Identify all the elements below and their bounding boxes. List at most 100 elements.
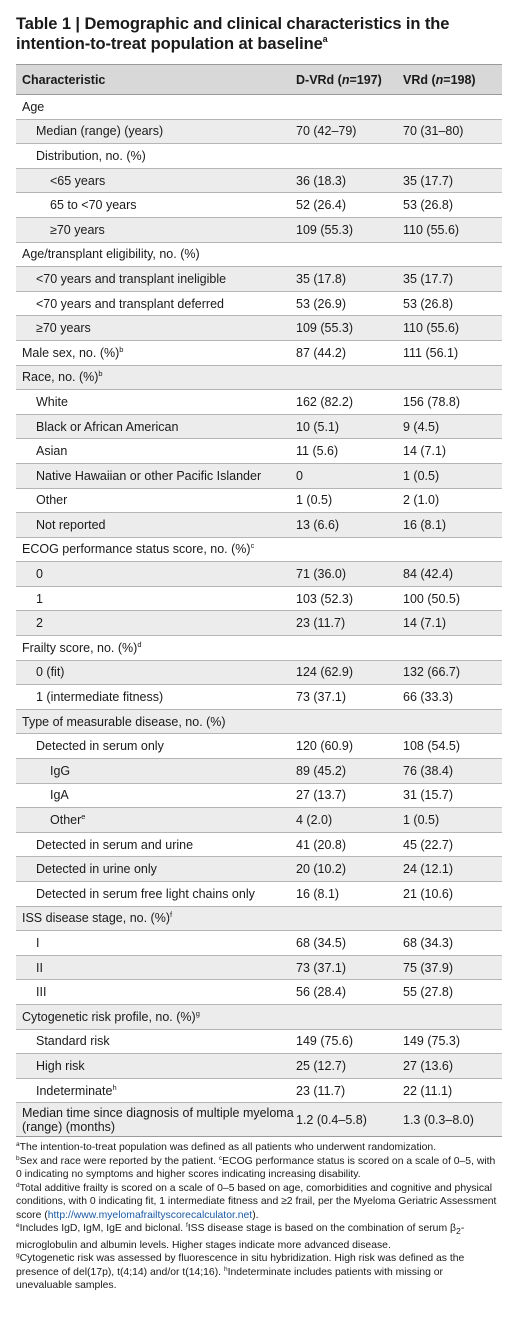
- row-characteristic: Age: [16, 100, 295, 114]
- row-characteristic: Standard risk: [16, 1034, 295, 1048]
- table-row: IgA 27 (13.7) 31 (15.7): [16, 784, 502, 809]
- row-characteristic: Detected in urine only: [16, 862, 295, 876]
- header-vrd: VRd (n=198): [402, 73, 502, 87]
- row-characteristic: Not reported: [16, 518, 295, 532]
- row-dvrd-value: 1.2 (0.4–5.8): [296, 1112, 367, 1127]
- row-vrd-value: 100 (50.5): [403, 591, 460, 606]
- header-dvrd-n: n: [341, 72, 350, 87]
- row-label: Male sex, no. (%): [22, 345, 120, 360]
- row-vrd-value: 110 (55.6): [403, 321, 460, 336]
- row-label: Detected in urine only: [36, 862, 157, 877]
- row-dvrd-value: 10 (5.1): [296, 419, 340, 434]
- row-dvrd-value: 109 (55.3): [296, 321, 353, 336]
- footnote-a: aThe intention-to-treat population was d…: [16, 1141, 500, 1155]
- row-vrd-value: 1.3 (0.3–8.0): [403, 1112, 474, 1127]
- row-characteristic: <65 years: [16, 174, 295, 188]
- row-dvrd-value: 103 (52.3): [296, 591, 353, 606]
- row-footnote-mark: d: [137, 639, 142, 649]
- row-dvrd-value: 87 (44.2): [296, 345, 347, 360]
- header-dvrd-count: =197): [349, 72, 382, 87]
- row-vrd-value: 22 (11.1): [403, 1083, 453, 1098]
- row-dvrd-value: 71 (36.0): [296, 567, 347, 582]
- row-footnote-mark: e: [81, 812, 86, 822]
- row-dvrd-value: 16 (8.1): [296, 886, 340, 901]
- header-vrd-name: VRd (: [403, 72, 436, 87]
- row-label: 1: [36, 591, 43, 606]
- row-characteristic: Male sex, no. (%)b: [16, 345, 295, 360]
- table-row: Black or African American 10 (5.1) 9 (4.5): [16, 414, 502, 440]
- row-characteristic: White: [16, 395, 295, 409]
- header-vrd-n: n: [435, 72, 444, 87]
- row-label: Detected in serum free light chains only: [36, 886, 255, 901]
- footnote-mark: e: [16, 1222, 20, 1229]
- row-dvrd-value: 73 (37.1): [296, 690, 347, 705]
- row-label: II: [36, 960, 43, 975]
- row-characteristic: Distribution, no. (%): [16, 149, 295, 163]
- table-row: Race, no. (%)b: [16, 365, 502, 391]
- table-row: <65 years 36 (18.3) 35 (17.7): [16, 168, 502, 194]
- footnote-text: Includes IgD, IgM, IgE and biclonal.: [19, 1223, 186, 1234]
- row-dvrd-value: 149 (75.6): [296, 1034, 353, 1049]
- footnote-mark: d: [16, 1181, 20, 1189]
- row-vrd-value: 31 (15.7): [403, 788, 454, 803]
- row-label: Race, no. (%): [22, 370, 99, 385]
- row-characteristic: Black or African American: [16, 420, 295, 434]
- row-label: Age/transplant eligibility, no. (%): [22, 247, 200, 262]
- row-label: Type of measurable disease, no. (%): [22, 714, 226, 729]
- table-row: Median time since diagnosis of multiple …: [16, 1103, 502, 1138]
- row-dvrd-value: 13 (6.6): [296, 517, 340, 532]
- row-label: Black or African American: [36, 419, 179, 434]
- table-row: Type of measurable disease, no. (%): [16, 709, 502, 735]
- table-row: Standard risk 149 (75.6) 149 (75.3): [16, 1030, 502, 1055]
- row-label: ≥70 years: [50, 222, 105, 237]
- row-label: ≥70 years: [36, 321, 91, 336]
- row-label: Other: [50, 813, 82, 828]
- row-vrd-value: 21 (10.6): [403, 886, 454, 901]
- table-header: Characteristic D-VRd (n=197) VRd (n=198): [16, 64, 502, 95]
- table-row: Detected in urine only 20 (10.2) 24 (12.1): [16, 857, 502, 882]
- row-vrd-value: 68 (34.3): [403, 935, 454, 950]
- row-vrd-value: 1 (0.5): [403, 468, 440, 483]
- row-vrd-value: 16 (8.1): [403, 517, 447, 532]
- table-row: White 162 (82.2) 156 (78.8): [16, 390, 502, 415]
- row-characteristic: 0: [16, 567, 295, 581]
- characteristics-table: Characteristic D-VRd (n=197) VRd (n=198)…: [16, 64, 502, 1138]
- row-footnote-mark: g: [195, 1008, 200, 1018]
- row-characteristic: ≥70 years: [16, 223, 295, 237]
- row-label: III: [36, 985, 47, 1000]
- row-label: 0 (fit): [36, 665, 65, 680]
- row-vrd-value: 75 (37.9): [403, 960, 454, 975]
- footnote-text: -microglobulin and albumin levels. Highe…: [16, 1223, 465, 1251]
- row-vrd-value: 9 (4.5): [403, 419, 440, 434]
- row-vrd-value: 24 (12.1): [403, 862, 454, 877]
- row-characteristic: Detected in serum only: [16, 739, 295, 753]
- table-row: <70 years and transplant ineligible 35 (1…: [16, 267, 502, 292]
- row-vrd-value: 111 (56.1): [403, 345, 459, 360]
- title-separator: |: [70, 15, 85, 33]
- footnote-d: dTotal additive frailty is scored on a s…: [16, 1182, 500, 1223]
- table-row: Distribution, no. (%): [16, 144, 502, 169]
- table-row: <70 years and transplant deferred 53 (26.…: [16, 292, 502, 317]
- row-dvrd-value: 109 (55.3): [296, 222, 353, 237]
- row-vrd-value: 70 (31–80): [403, 124, 464, 139]
- table-row: ≥70 years 109 (55.3) 110 (55.6): [16, 217, 502, 243]
- row-vrd-value: 35 (17.7): [403, 173, 454, 188]
- row-footnote-mark: h: [112, 1082, 117, 1092]
- row-label: Detected in serum and urine: [36, 837, 194, 852]
- row-vrd-value: 53 (26.8): [403, 198, 454, 213]
- row-vrd-value: 84 (42.4): [403, 567, 454, 582]
- calculator-link[interactable]: http://www.myelomafrailtyscorecalculator…: [47, 1209, 253, 1221]
- table-row: Detected in serum only 120 (60.9) 108 (54.…: [16, 734, 502, 760]
- row-footnote-mark: c: [250, 541, 255, 551]
- row-characteristic: Frailty score, no. (%)d: [16, 641, 295, 655]
- row-label: IgG: [50, 763, 71, 778]
- row-vrd-value: 76 (38.4): [403, 763, 454, 778]
- header-characteristic: Characteristic: [22, 72, 106, 87]
- table-row: Not reported 13 (6.6) 16 (8.1): [16, 513, 502, 538]
- row-dvrd-value: 52 (26.4): [296, 198, 347, 213]
- table-row: 65 to <70 years 52 (26.4) 53 (26.8): [16, 193, 502, 218]
- table-row: Detected in serum free light chains only…: [16, 882, 502, 907]
- table-row: II 73 (37.1) 75 (37.9): [16, 955, 502, 981]
- row-dvrd-value: 23 (11.7): [296, 1083, 346, 1098]
- row-characteristic: Race, no. (%)b: [16, 370, 295, 384]
